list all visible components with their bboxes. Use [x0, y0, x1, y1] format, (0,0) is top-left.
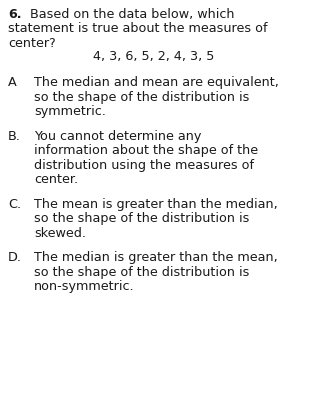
Text: 4, 3, 6, 5, 2, 4, 3, 5: 4, 3, 6, 5, 2, 4, 3, 5 [93, 50, 215, 63]
Text: The median and mean are equivalent,: The median and mean are equivalent, [34, 76, 279, 89]
Text: center.: center. [34, 173, 78, 186]
Text: symmetric.: symmetric. [34, 105, 106, 118]
Text: so the shape of the distribution is: so the shape of the distribution is [34, 91, 249, 104]
Text: The mean is greater than the median,: The mean is greater than the median, [34, 198, 278, 211]
Text: D.: D. [8, 251, 22, 264]
Text: so the shape of the distribution is: so the shape of the distribution is [34, 212, 249, 225]
Text: information about the shape of the: information about the shape of the [34, 144, 258, 157]
Text: 6.: 6. [8, 8, 22, 21]
Text: center?: center? [8, 37, 56, 50]
Text: A: A [8, 76, 17, 89]
Text: Based on the data below, which: Based on the data below, which [30, 8, 235, 21]
Text: non-symmetric.: non-symmetric. [34, 280, 135, 293]
Text: You cannot determine any: You cannot determine any [34, 130, 201, 143]
Text: statement is true about the measures of: statement is true about the measures of [8, 22, 268, 36]
Text: C.: C. [8, 198, 21, 211]
Text: The median is greater than the mean,: The median is greater than the mean, [34, 251, 278, 264]
Text: B.: B. [8, 130, 21, 143]
Text: so the shape of the distribution is: so the shape of the distribution is [34, 266, 249, 279]
Text: distribution using the measures of: distribution using the measures of [34, 159, 254, 172]
Text: skewed.: skewed. [34, 227, 86, 240]
